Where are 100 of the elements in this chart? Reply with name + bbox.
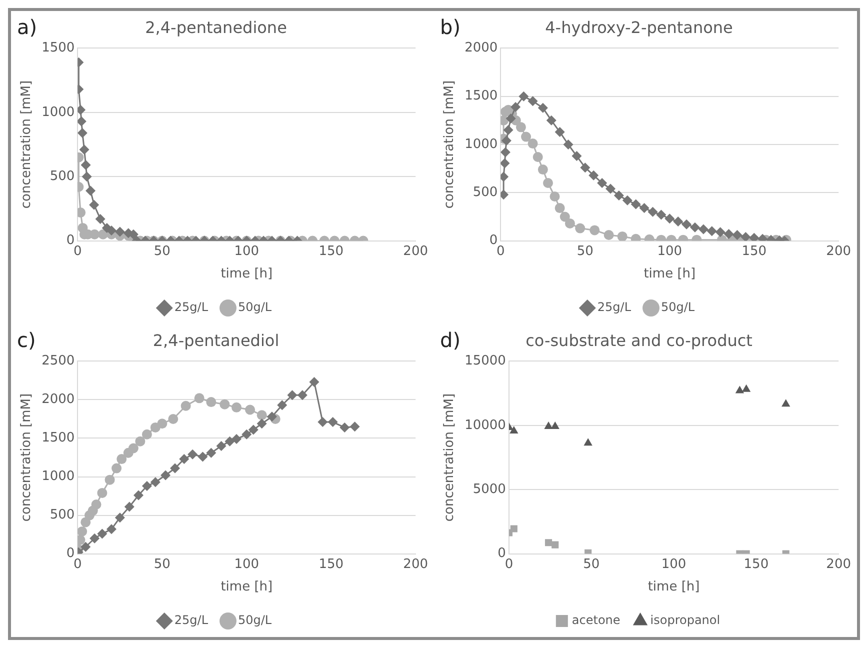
point bbox=[90, 533, 100, 544]
y-axis-title: concentration [mM] bbox=[442, 80, 458, 209]
x-tick-label: 200 bbox=[403, 244, 428, 259]
point bbox=[630, 199, 641, 210]
point bbox=[194, 393, 204, 404]
point bbox=[682, 219, 692, 230]
chart-title: 2,4-pentanediol bbox=[152, 330, 280, 350]
point bbox=[673, 216, 684, 227]
legend-label: isopropanol bbox=[650, 613, 720, 628]
point bbox=[614, 190, 624, 201]
x-tick-label: 200 bbox=[826, 556, 852, 572]
point bbox=[206, 448, 216, 458]
y-tick-label: 2000 bbox=[42, 392, 75, 408]
legend-label: 25g/L bbox=[174, 300, 208, 314]
legend-label: 50g/L bbox=[238, 300, 272, 314]
point bbox=[528, 96, 538, 106]
x-axis-title: time [h] bbox=[648, 580, 700, 595]
point bbox=[698, 224, 708, 234]
point bbox=[580, 162, 590, 173]
point bbox=[78, 526, 88, 536]
x-tick-label: 100 bbox=[234, 556, 260, 572]
point bbox=[135, 436, 146, 446]
point bbox=[715, 227, 726, 238]
point bbox=[510, 426, 518, 434]
point bbox=[216, 440, 226, 451]
point bbox=[114, 512, 125, 523]
point bbox=[112, 463, 122, 474]
y-tick-label: 0 bbox=[498, 546, 506, 562]
y-tick-label: 1500 bbox=[42, 40, 75, 56]
x-tick-label: 100 bbox=[657, 244, 682, 259]
point bbox=[664, 214, 675, 224]
point bbox=[220, 399, 230, 410]
x-axis-title: time [h] bbox=[220, 266, 273, 282]
point bbox=[287, 390, 298, 400]
point bbox=[128, 443, 138, 454]
text: b) bbox=[440, 15, 460, 39]
y-tick-label: 0 bbox=[66, 546, 75, 562]
y-tick-label: 15000 bbox=[464, 354, 506, 369]
y-tick-label: 500 bbox=[50, 508, 75, 523]
point bbox=[180, 400, 191, 411]
point bbox=[242, 429, 252, 440]
point bbox=[206, 397, 216, 408]
point bbox=[546, 115, 556, 126]
y-tick-label: 1500 bbox=[42, 430, 75, 446]
point bbox=[552, 541, 559, 548]
y-axis-title: concentration [mM] bbox=[442, 393, 458, 522]
chart-title: 4-hydroxy-2-pentanone bbox=[545, 18, 733, 37]
y-axis-title: concentration [mM] bbox=[19, 393, 34, 522]
point bbox=[544, 422, 553, 430]
point bbox=[639, 203, 650, 214]
x-tick-label: 50 bbox=[154, 556, 170, 572]
point bbox=[150, 477, 160, 488]
point bbox=[563, 140, 574, 150]
point bbox=[622, 195, 632, 206]
point bbox=[500, 147, 510, 158]
point bbox=[590, 225, 600, 236]
point bbox=[782, 399, 790, 407]
point bbox=[518, 91, 529, 102]
point bbox=[690, 222, 700, 232]
point bbox=[554, 126, 565, 137]
point bbox=[340, 422, 350, 432]
point bbox=[232, 402, 242, 412]
legend-label: 25g/L bbox=[174, 613, 208, 628]
x-tick-label: 100 bbox=[661, 556, 686, 572]
point bbox=[256, 410, 267, 420]
y-tick-label: 10000 bbox=[464, 418, 506, 433]
point bbox=[86, 186, 96, 196]
text: a) bbox=[17, 15, 38, 39]
point bbox=[564, 218, 575, 228]
point bbox=[104, 474, 115, 485]
point bbox=[575, 223, 586, 234]
point bbox=[97, 528, 108, 539]
y-tick-label: 2500 bbox=[42, 354, 75, 369]
point bbox=[224, 436, 235, 446]
x-tick-label: 200 bbox=[403, 556, 428, 572]
point bbox=[503, 125, 514, 136]
point bbox=[78, 128, 88, 138]
point bbox=[256, 418, 267, 429]
point bbox=[157, 418, 168, 429]
point bbox=[542, 178, 553, 188]
x-axis-title: time [h] bbox=[644, 266, 696, 282]
y-tick-label: 2000 bbox=[464, 40, 498, 56]
y-tick-label: 1000 bbox=[42, 104, 75, 120]
point bbox=[168, 414, 178, 424]
point bbox=[318, 417, 328, 428]
point bbox=[277, 400, 288, 410]
point bbox=[328, 417, 338, 428]
point bbox=[309, 377, 320, 387]
point bbox=[532, 152, 543, 162]
point bbox=[584, 438, 592, 446]
x-tick-label: 200 bbox=[826, 244, 852, 259]
y-tick-label: 0 bbox=[66, 233, 75, 248]
point bbox=[116, 454, 127, 464]
point bbox=[80, 542, 91, 552]
point bbox=[740, 232, 751, 241]
x-tick-label: 100 bbox=[234, 244, 260, 259]
text: c) bbox=[17, 328, 36, 352]
y-tick-label: 1000 bbox=[464, 136, 498, 152]
point bbox=[91, 499, 102, 510]
x-tick-label: 150 bbox=[318, 244, 344, 259]
